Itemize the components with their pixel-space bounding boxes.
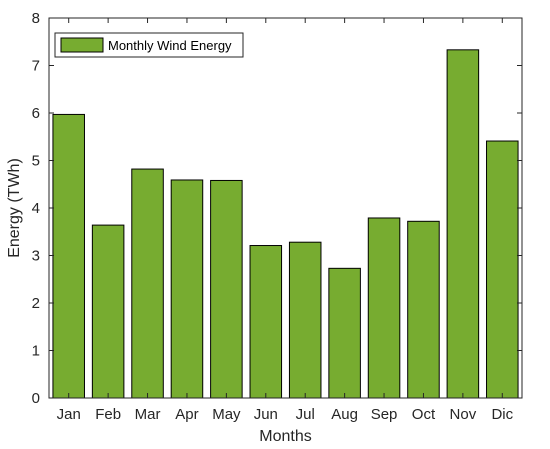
x-tick-label-nov: Nov <box>450 406 477 423</box>
bar-jul <box>288 241 322 399</box>
ticks-layer: Jan Feb Mar Apr May Jun Jul Aug Sep Oct Nov Dic 0 1 2 3… <box>32 10 522 423</box>
x-tick-label-may: May <box>212 406 241 423</box>
bar-feb <box>91 224 125 399</box>
bar-oct <box>407 220 440 399</box>
y-tick-label-1: 1 <box>32 343 40 360</box>
bars-layer <box>52 49 519 399</box>
bar-dic <box>486 140 519 399</box>
y-tick-label-5: 5 <box>32 153 40 170</box>
x-tick-label-feb: Feb <box>95 406 121 423</box>
legend: Monthly Wind Energy <box>54 32 244 58</box>
bar-may <box>210 179 243 399</box>
y-tick-label-7: 7 <box>32 58 40 75</box>
x-tick-label-jan: Jan <box>57 406 81 423</box>
y-tick-label-0: 0 <box>32 390 40 407</box>
x-tick-label-mar: Mar <box>135 406 161 423</box>
x-tick-label-oct: Oct <box>412 406 436 423</box>
y-tick-label-2: 2 <box>32 295 40 312</box>
bar-apr <box>170 179 204 399</box>
bar-mar <box>131 168 164 399</box>
x-tick-label-dic: Dic <box>491 406 513 423</box>
x-tick-label-apr: Apr <box>175 406 198 423</box>
y-tick-label-8: 8 <box>32 10 40 27</box>
x-tick-label-aug: Aug <box>331 406 358 423</box>
bar-sep <box>367 217 401 399</box>
bar-aug <box>328 267 361 399</box>
bar-jan <box>52 113 85 399</box>
x-axis-label: Months <box>259 428 311 445</box>
x-tick-label-jun: Jun <box>254 406 278 423</box>
plot-area-frame <box>48 17 523 399</box>
legend-swatch <box>60 37 104 53</box>
x-tick-label-sep: Sep <box>371 406 398 423</box>
y-tick-label-4: 4 <box>32 200 40 217</box>
x-tick-label-jul: Jul <box>296 406 315 423</box>
legend-label: Monthly Wind Energy <box>108 38 232 53</box>
y-tick-label-3: 3 <box>32 248 40 265</box>
bar-nov <box>446 49 480 399</box>
bar-jun <box>249 245 283 399</box>
y-tick-label-6: 6 <box>32 105 40 122</box>
y-axis-label: Energy (TWh) <box>6 158 23 258</box>
